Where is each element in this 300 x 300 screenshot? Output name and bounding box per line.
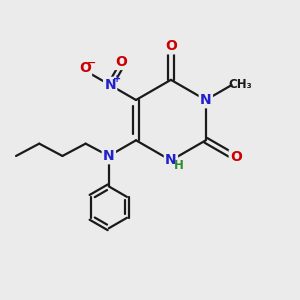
Text: N: N [200, 93, 212, 107]
Text: N: N [104, 78, 116, 92]
Text: O: O [165, 39, 177, 53]
Text: O: O [230, 151, 242, 164]
Text: +: + [112, 74, 121, 84]
Text: N: N [165, 154, 177, 167]
Text: O: O [79, 61, 91, 75]
Text: N: N [103, 149, 115, 163]
Text: CH₃: CH₃ [228, 78, 252, 91]
Text: O: O [115, 55, 127, 69]
Text: −: − [87, 58, 96, 68]
Text: H: H [174, 159, 184, 172]
